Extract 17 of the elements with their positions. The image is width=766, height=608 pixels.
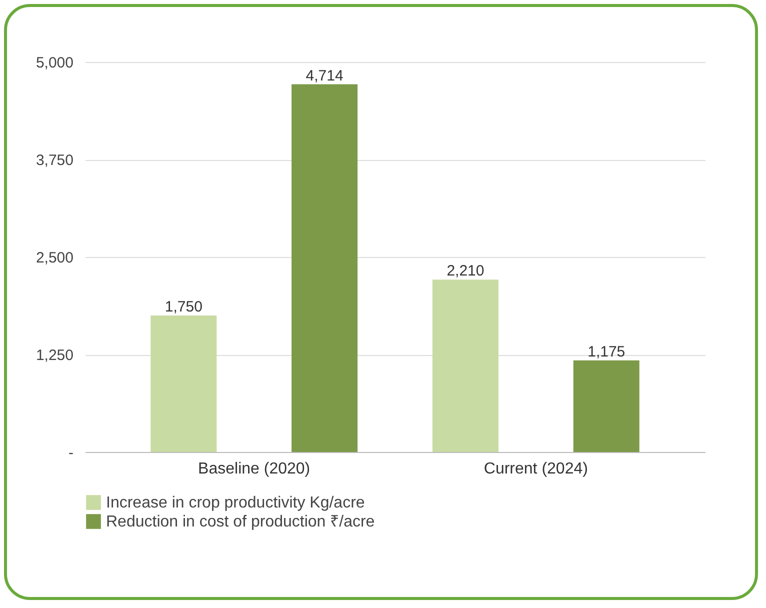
y-tick-label: 2,500 [36, 250, 74, 266]
y-tick-label: 3,750 [36, 152, 74, 169]
y-tick-label: 5,000 [36, 54, 74, 72]
legend-label: Increase in crop productivity Kg/acre [106, 494, 365, 512]
data-label: 1,750 [164, 298, 202, 316]
legend-label: Reduction in cost of production ₹/acre [106, 514, 375, 530]
x-tick-label: Current (2024) [484, 460, 588, 478]
data-label: 1,175 [588, 343, 626, 360]
data-label: 2,210 [446, 262, 484, 280]
bar [573, 360, 640, 452]
data-label: 4,714 [306, 67, 344, 84]
bar [292, 84, 358, 452]
x-tick-label: Baseline (2020) [198, 460, 310, 478]
y-tick-label: - [68, 444, 74, 462]
bar [432, 280, 498, 452]
bar [150, 316, 217, 452]
y-tick-label: 1,250 [36, 347, 74, 364]
